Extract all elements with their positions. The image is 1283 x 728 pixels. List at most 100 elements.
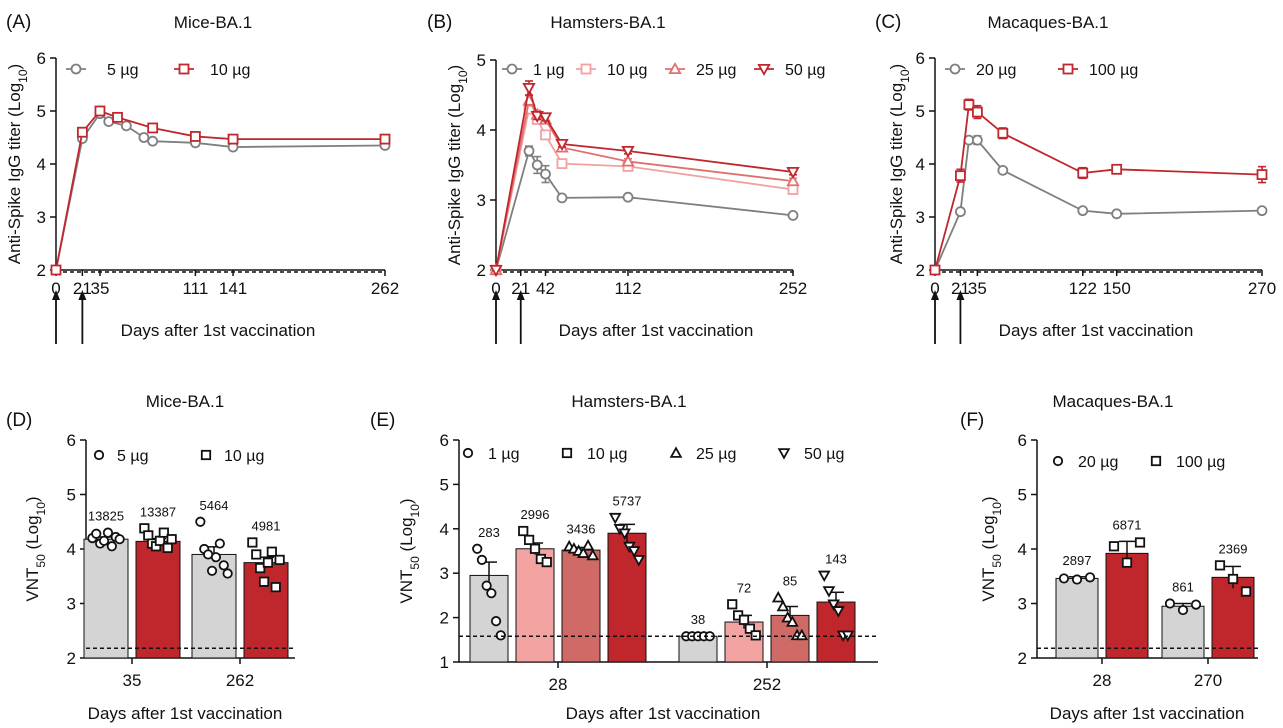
data-point (632, 555, 646, 567)
legend-marker (1052, 455, 1064, 467)
x-axis-label: Days after 1st vaccination (88, 704, 283, 723)
legend-marker (561, 447, 573, 459)
data-point (522, 82, 536, 96)
y-tick-label: 3 (67, 595, 76, 614)
data-point (576, 546, 590, 558)
data-point (91, 528, 102, 539)
data-point (556, 192, 568, 204)
panel-title: Mice-BA.1 (174, 13, 252, 32)
legend-marker (757, 63, 771, 77)
bar (1055, 577, 1099, 659)
data-point (963, 99, 975, 111)
data-point (255, 562, 266, 574)
bar-group: 13825 (83, 509, 129, 659)
data-point (1164, 598, 1176, 609)
legend-label: 100 µg (1089, 62, 1138, 79)
y-tick-label: 5 (37, 102, 46, 121)
data-point (827, 599, 841, 611)
bar-group: 861 (1161, 580, 1205, 659)
bar-group: 72 (724, 580, 764, 663)
y-tick-label: 4 (916, 155, 925, 174)
y-tick-label: 5 (67, 486, 76, 505)
x-tick-label: 35 (90, 279, 109, 298)
data-point (103, 116, 115, 127)
panel-d: (D) Mice-BA.1 VNT50 (Log10) 2 3 4 5 6 35 13825 133… (6, 392, 295, 723)
legend-marker (777, 448, 791, 460)
x-tick-label: 141 (219, 279, 247, 298)
x-tick-label: 262 (371, 279, 399, 298)
data-point (147, 135, 159, 147)
bar-value-label: 72 (737, 580, 751, 595)
data-point (997, 164, 1009, 176)
bar-value-label: 13387 (140, 504, 176, 519)
data-point (1111, 208, 1123, 220)
panel-title: Hamsters-BA.1 (550, 13, 665, 32)
y-tick-label: 6 (916, 49, 925, 68)
x-tick-label: 262 (226, 671, 254, 690)
data-point (112, 111, 123, 123)
series-1 (50, 105, 391, 276)
x-axis-label: Days after 1st vaccination (566, 704, 761, 723)
data-point (785, 615, 799, 627)
data-point (581, 538, 595, 551)
legend-label: 50 µg (804, 446, 844, 463)
data-point (929, 264, 941, 276)
panel-label: (F) (960, 410, 984, 431)
data-point (781, 610, 795, 623)
bar-value-label: 861 (1172, 580, 1194, 595)
bar-value-label: 2369 (1219, 541, 1248, 556)
x-tick-label: 28 (549, 675, 568, 694)
panel-f: (F) Macaques-BA.1 VNT50 (Log10) 2 3 4 5 6 28 2897… (960, 392, 1258, 723)
bar-group: 2897 (1055, 553, 1099, 659)
bar-value-label: 5737 (613, 494, 642, 509)
bar (83, 538, 129, 659)
data-point (786, 174, 800, 187)
data-point (608, 512, 622, 525)
data-point (379, 133, 391, 145)
x-axis-label: Days after 1st vaccination (999, 321, 1194, 340)
data-point (1077, 205, 1089, 217)
legend-marker (93, 449, 105, 461)
data-point (622, 191, 634, 203)
panel-a: (A) Mice-BA.1 Anti-Spike IgG titer (Log10)… (5, 12, 399, 344)
panel-label: (A) (6, 12, 31, 33)
data-point (556, 158, 568, 170)
data-point (102, 527, 114, 538)
data-point (98, 535, 110, 546)
data-point (586, 548, 600, 561)
x-tick-label: 150 (1102, 279, 1130, 298)
x-tick-label: 252 (753, 675, 781, 694)
legend-marker (1062, 63, 1074, 75)
series-line (934, 139, 1263, 271)
bar-group: 143 (816, 551, 856, 663)
legend-label: 20 µg (1078, 454, 1118, 471)
vaccination-arrow-head (931, 290, 939, 300)
data-point (270, 582, 281, 593)
data-point (771, 590, 785, 603)
x-tick-label: 21 (73, 279, 92, 298)
data-point (472, 543, 483, 554)
data-point (523, 145, 535, 157)
series-3 (489, 80, 800, 278)
x-axis-label: Days after 1st vaccination (121, 321, 316, 340)
bar-group: 2369 (1211, 541, 1255, 659)
data-point (529, 543, 541, 554)
panel-title: Macaques-BA.1 (1053, 392, 1174, 411)
data-point (274, 554, 285, 566)
data-point (727, 599, 738, 610)
panel-title: Hamsters-BA.1 (571, 392, 686, 411)
bar-value-label: 85 (783, 574, 797, 589)
data-point (518, 525, 529, 537)
data-point (955, 170, 966, 182)
bar-value-label: 283 (478, 525, 500, 540)
x-tick-label: 35 (123, 671, 142, 690)
data-point (531, 159, 543, 171)
data-point (776, 599, 790, 612)
data-point (971, 106, 983, 118)
legend-label: 100 µg (1176, 454, 1225, 471)
y-tick-label: 6 (37, 49, 46, 68)
data-point (227, 133, 239, 145)
data-point (247, 537, 258, 548)
vaccination-arrow-head (78, 290, 87, 300)
